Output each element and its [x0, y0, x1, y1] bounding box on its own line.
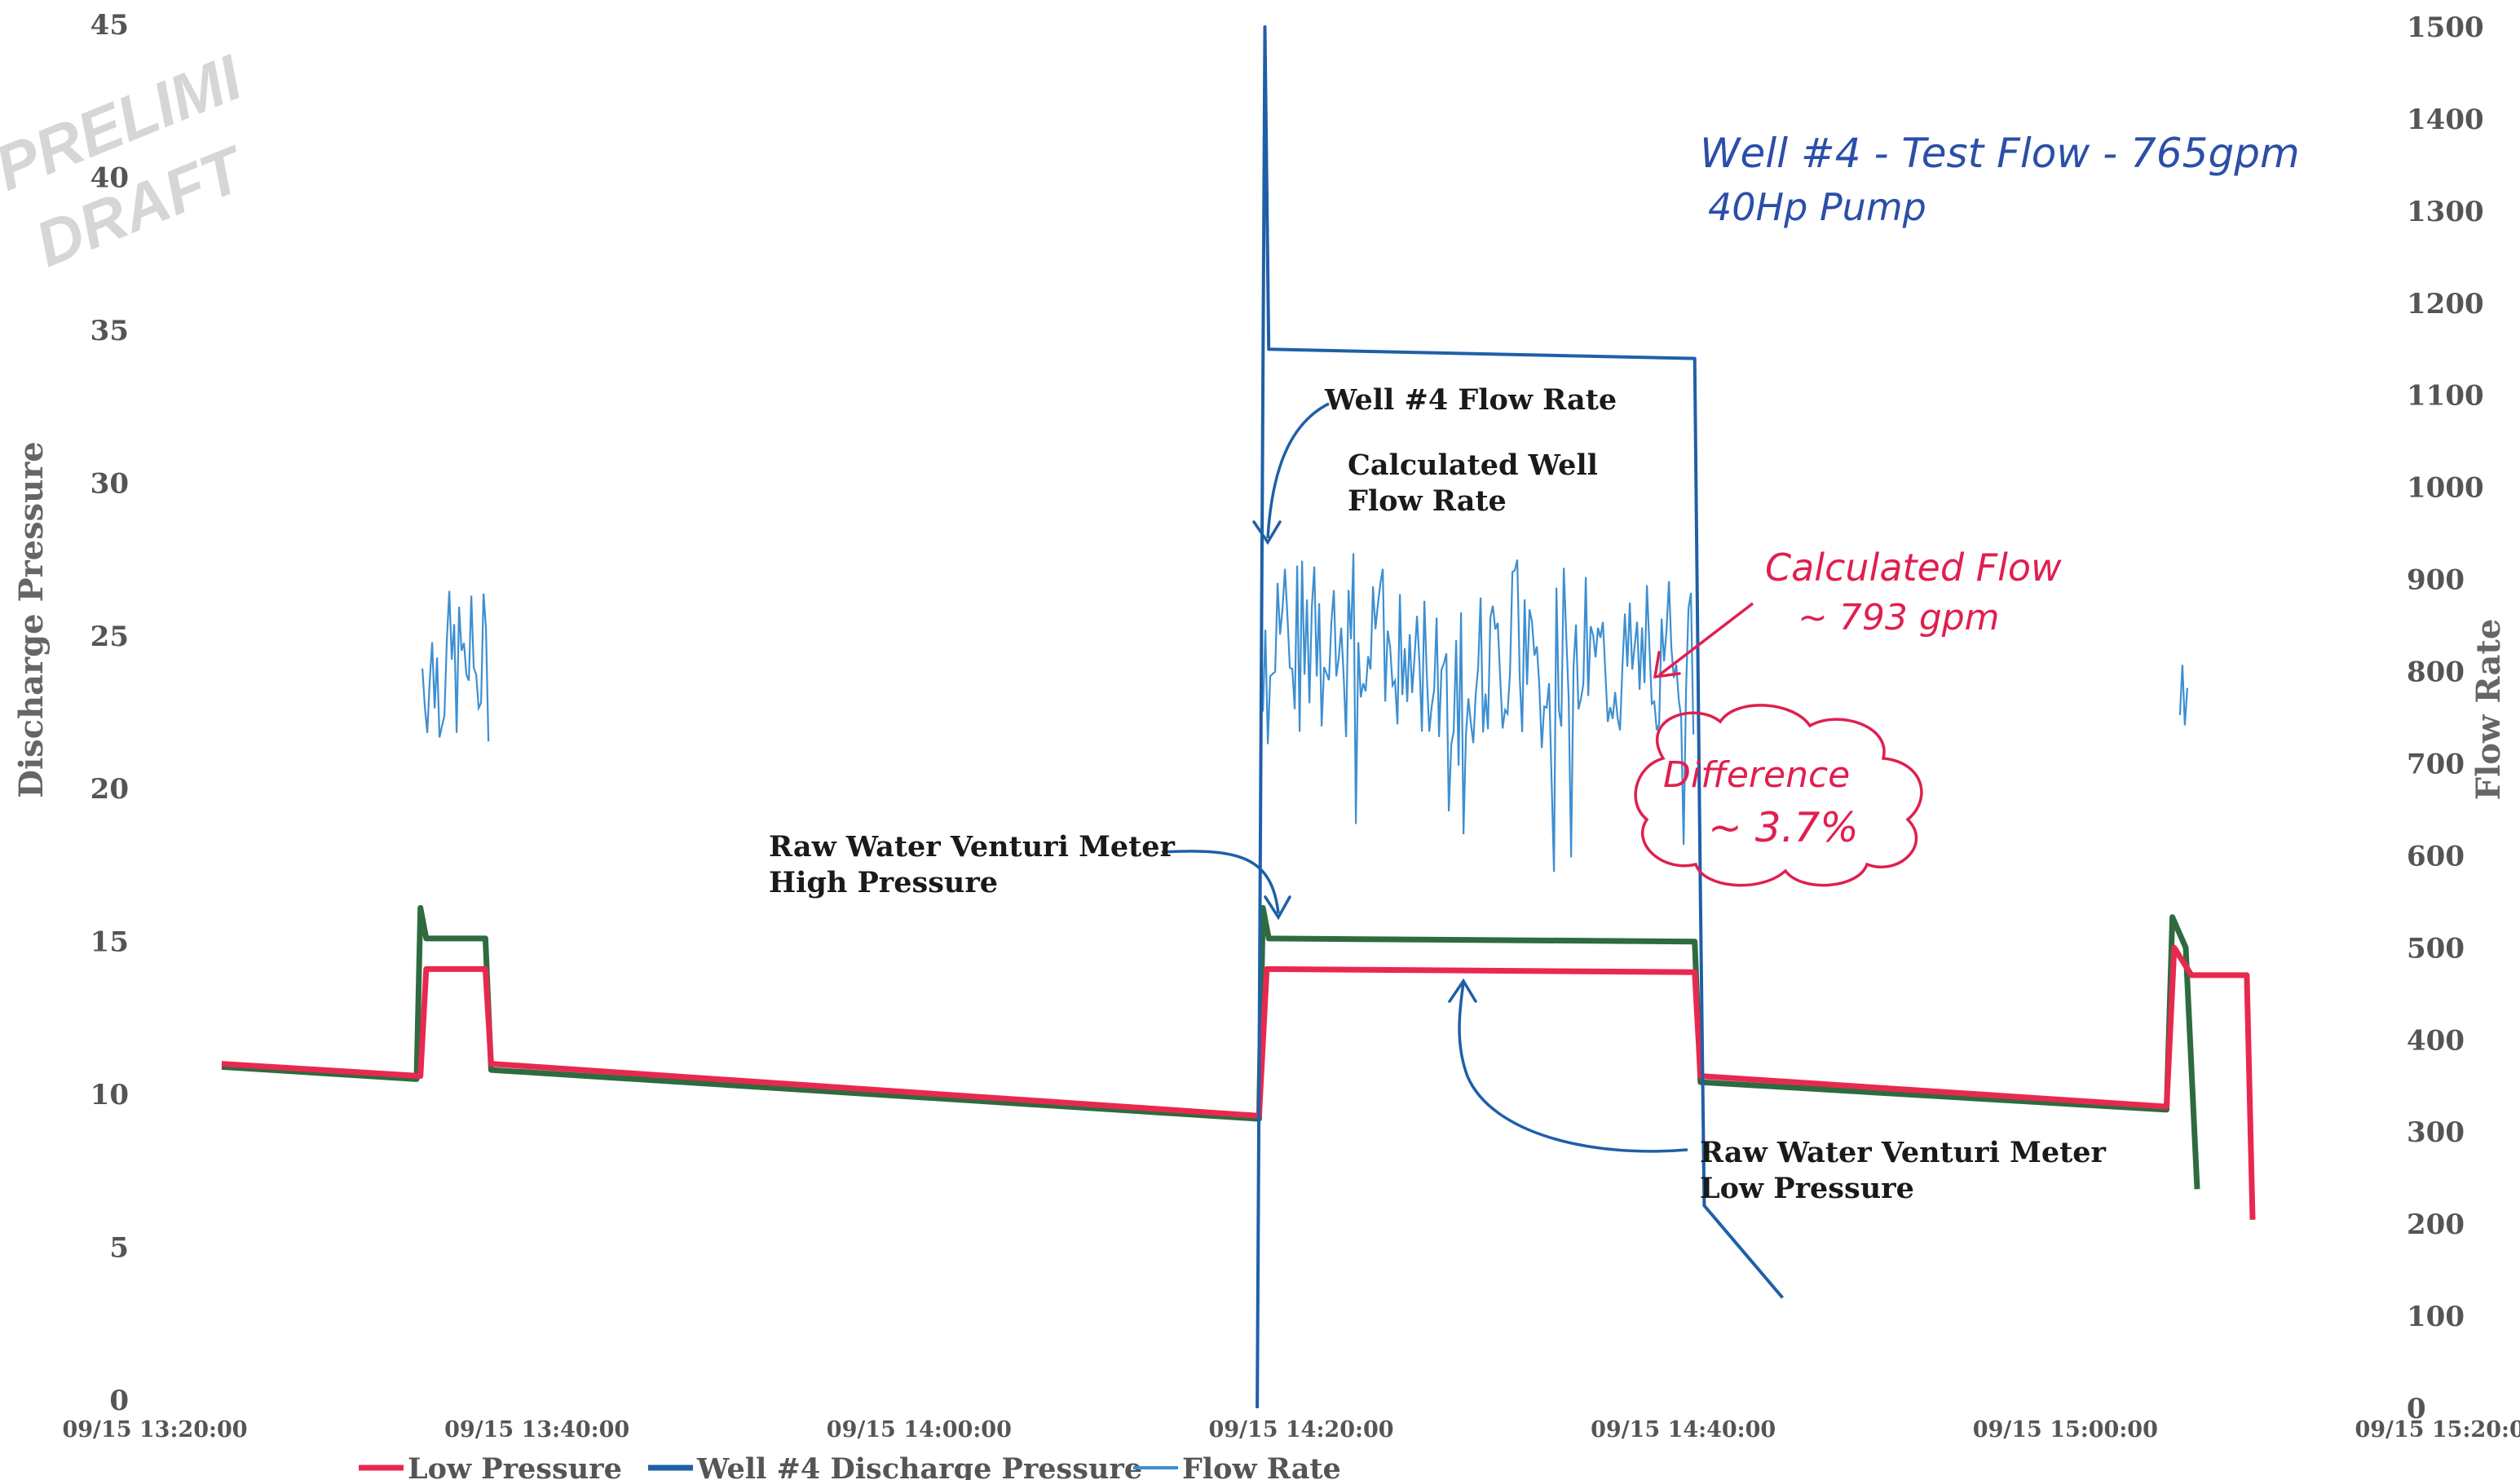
annotation-label: High Pressure — [769, 866, 998, 899]
series-layer — [221, 25, 2256, 1409]
annotation-label: Low Pressure — [1700, 1172, 1914, 1205]
y2-tick-label: 100 — [2407, 1301, 2465, 1333]
well-flow-rate-line — [1256, 25, 1785, 1409]
flow-rate-segment — [2178, 665, 2188, 726]
arrow-low-pressure-head — [1448, 978, 1477, 1003]
y2-tick-label: 700 — [2407, 748, 2465, 780]
arrow-low-pressure — [1458, 982, 1688, 1153]
arrow-calculated-flow-head — [1252, 520, 1282, 546]
x-tick-label: 09/15 15:20:00 — [2355, 1417, 2520, 1442]
annotation-arrows — [1161, 402, 1754, 1153]
y-tick-label: 15 — [90, 926, 129, 959]
y-tick-label: 0 — [109, 1385, 129, 1417]
handwritten-note: ~ 3.7% — [1708, 804, 1859, 851]
y-tick-label: 25 — [90, 621, 129, 653]
y2-tick-label: 1400 — [2407, 104, 2484, 136]
annotation-label: Well #4 Flow Rate — [1324, 383, 1617, 417]
y2-tick-label: 1200 — [2407, 288, 2484, 320]
arrow-high-pressure-head — [1264, 895, 1291, 921]
y-tick-label: 45 — [90, 9, 129, 42]
legend-label: Well #4 Discharge Pressure — [696, 1452, 1142, 1480]
y-axis-label: Discharge Pressure — [12, 441, 51, 797]
y2-tick-label: 300 — [2407, 1116, 2465, 1149]
annotation-label: Raw Water Venturi Meter — [1700, 1136, 2107, 1169]
low-pressure-line — [221, 944, 2256, 1220]
right-axis-ticks: 0 100 200 300 400 500 600 700 800 900 1000 1100 1200… — [2407, 11, 2484, 1425]
y2-tick-label: 200 — [2407, 1208, 2465, 1241]
y2-tick-label: 600 — [2407, 840, 2465, 873]
annotation-label: Flow Rate — [1348, 484, 1507, 518]
handwritten-note: ~ 793 gpm — [1798, 597, 2000, 638]
y-tick-label: 5 — [109, 1232, 129, 1265]
annotation-label: Calculated Well — [1348, 448, 1598, 482]
legend-label: Flow Rate — [1182, 1452, 1341, 1480]
y-tick-label: 30 — [90, 467, 129, 500]
flow-rate-segment — [421, 590, 490, 742]
left-axis-ticks: 0 5 10 15 20 25 30 35 40 45 — [90, 9, 129, 1417]
arrow-high-pressure — [1161, 850, 1280, 914]
x-tick-label: 09/15 14:00:00 — [827, 1417, 1012, 1442]
arrow-calculated-flow-note-head — [1653, 651, 1681, 679]
y-tick-label: 35 — [90, 315, 129, 347]
y2-tick-label: 0 — [2407, 1393, 2426, 1425]
y-tick-label: 40 — [90, 161, 129, 194]
y2-tick-label: 1500 — [2407, 11, 2484, 44]
handwritten-note: 40Hp Pump — [1708, 185, 1926, 229]
annotation-label: Raw Water Venturi Meter — [769, 830, 1176, 864]
legend-label: Low Pressure — [408, 1452, 622, 1480]
handwritten-notes: Well #4 - Test Flow - 765gpm 40Hp Pump Cal… — [1634, 130, 2300, 887]
legend: Low Pressure Well #4 Discharge Pressure Fl… — [359, 1452, 1341, 1480]
y2-tick-label: 800 — [2407, 656, 2465, 689]
y2-tick-label: 400 — [2407, 1024, 2465, 1057]
arrow-calculated-flow-note — [1657, 602, 1754, 677]
y-tick-label: 20 — [90, 773, 129, 806]
y-tick-label: 10 — [90, 1079, 129, 1111]
difference-cloud — [1634, 704, 1923, 887]
y2-tick-label: 1100 — [2407, 380, 2484, 413]
x-tick-label: 09/15 15:00:00 — [1973, 1417, 2158, 1442]
y2-tick-label: 1000 — [2407, 472, 2484, 505]
handwritten-note: Well #4 - Test Flow - 765gpm — [1700, 130, 2300, 177]
handwritten-note: Calculated Flow — [1765, 546, 2062, 590]
x-tick-label: 09/15 13:20:00 — [62, 1417, 247, 1442]
y2-tick-label: 900 — [2407, 564, 2465, 597]
flow-rate-segment — [1262, 553, 1695, 873]
y2-tick-label: 1300 — [2407, 196, 2484, 228]
x-axis-ticks: 09/15 13:20:00 09/15 13:40:00 09/15 14:00:… — [62, 1417, 2520, 1442]
y2-tick-label: 500 — [2407, 932, 2465, 965]
arrow-calculated-flow — [1266, 402, 1330, 539]
handwritten-note: Difference — [1663, 754, 1850, 796]
x-tick-label: 09/15 14:40:00 — [1591, 1417, 1776, 1442]
x-tick-label: 09/15 13:40:00 — [444, 1417, 629, 1442]
x-tick-label: 09/15 14:20:00 — [1208, 1417, 1393, 1442]
y2-axis-label: Flow Rate — [2469, 619, 2508, 801]
